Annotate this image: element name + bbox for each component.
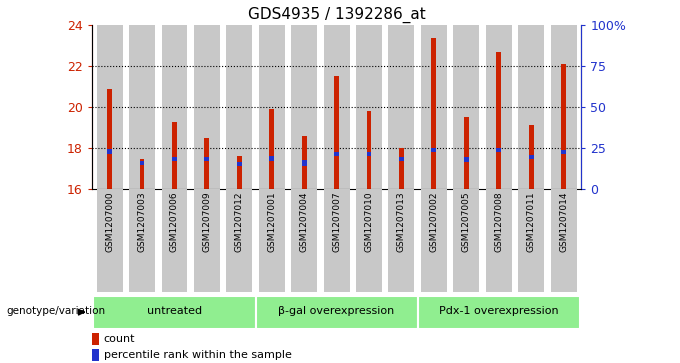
Text: GSM1207012: GSM1207012 (235, 192, 244, 252)
Bar (256, 296, 418, 329)
Bar (172, 122, 177, 189)
Title: GDS4935 / 1392286_at: GDS4935 / 1392286_at (248, 7, 426, 23)
Text: GSM1207014: GSM1207014 (559, 192, 568, 252)
Text: GSM1207007: GSM1207007 (332, 192, 341, 253)
Text: GSM1207000: GSM1207000 (105, 192, 114, 253)
Bar (388, 189, 414, 292)
Bar (259, 25, 285, 189)
Bar (97, 25, 122, 189)
Bar (324, 189, 350, 292)
Bar (194, 189, 220, 292)
Bar (139, 161, 144, 165)
Bar (496, 147, 501, 152)
Bar (269, 156, 274, 160)
Bar (93, 296, 256, 329)
Bar (496, 52, 501, 189)
Text: GSM1207011: GSM1207011 (526, 192, 536, 253)
Bar (431, 147, 437, 152)
Bar (464, 117, 469, 189)
Bar (226, 25, 252, 189)
Bar (399, 157, 404, 161)
Bar (237, 162, 242, 166)
Text: GSM1207006: GSM1207006 (170, 192, 179, 253)
Bar (324, 25, 350, 189)
Bar (367, 111, 371, 189)
Bar (561, 150, 566, 154)
Bar (162, 189, 188, 292)
Bar (421, 189, 447, 292)
Bar (237, 156, 242, 189)
Bar (334, 152, 339, 156)
Text: untreated: untreated (147, 306, 202, 317)
Bar (302, 136, 307, 189)
Bar (205, 138, 209, 189)
Bar (107, 89, 112, 189)
Bar (302, 160, 307, 166)
Text: Pdx-1 overexpression: Pdx-1 overexpression (439, 306, 558, 317)
Bar (356, 189, 382, 292)
Bar (269, 109, 274, 189)
Text: GSM1207001: GSM1207001 (267, 192, 276, 253)
Bar (92, 333, 99, 345)
Text: GSM1207008: GSM1207008 (494, 192, 503, 253)
Text: genotype/variation: genotype/variation (7, 306, 106, 317)
Bar (431, 38, 437, 189)
Bar (486, 189, 511, 292)
Bar (291, 189, 317, 292)
Bar (92, 349, 99, 362)
Text: GSM1207013: GSM1207013 (397, 192, 406, 253)
Bar (367, 152, 371, 156)
Bar (551, 189, 577, 292)
Text: GSM1207003: GSM1207003 (137, 192, 147, 253)
Text: GSM1207010: GSM1207010 (364, 192, 373, 253)
Bar (172, 157, 177, 161)
Bar (194, 25, 220, 189)
Bar (129, 189, 155, 292)
Bar (454, 189, 479, 292)
Bar (334, 77, 339, 189)
Bar (226, 189, 252, 292)
Bar (259, 189, 285, 292)
Text: GSM1207004: GSM1207004 (300, 192, 309, 252)
Bar (129, 25, 155, 189)
Text: GSM1207009: GSM1207009 (203, 192, 211, 253)
Bar (518, 189, 544, 292)
Text: GSM1207005: GSM1207005 (462, 192, 471, 253)
Text: β-gal overexpression: β-gal overexpression (279, 306, 394, 317)
Bar (356, 25, 382, 189)
Bar (162, 25, 188, 189)
Bar (97, 189, 122, 292)
Bar (139, 159, 144, 189)
Bar (464, 157, 469, 162)
Bar (399, 148, 404, 189)
Text: percentile rank within the sample: percentile rank within the sample (103, 350, 292, 360)
Text: GSM1207002: GSM1207002 (429, 192, 439, 252)
Bar (291, 25, 317, 189)
Bar (561, 64, 566, 189)
Bar (518, 25, 544, 189)
Bar (205, 157, 209, 161)
Bar (529, 155, 534, 159)
Bar (388, 25, 414, 189)
Bar (418, 296, 580, 329)
Bar (454, 25, 479, 189)
Bar (107, 149, 112, 154)
Bar (486, 25, 511, 189)
Bar (421, 25, 447, 189)
Bar (551, 25, 577, 189)
Text: count: count (103, 334, 135, 344)
Bar (529, 126, 534, 189)
